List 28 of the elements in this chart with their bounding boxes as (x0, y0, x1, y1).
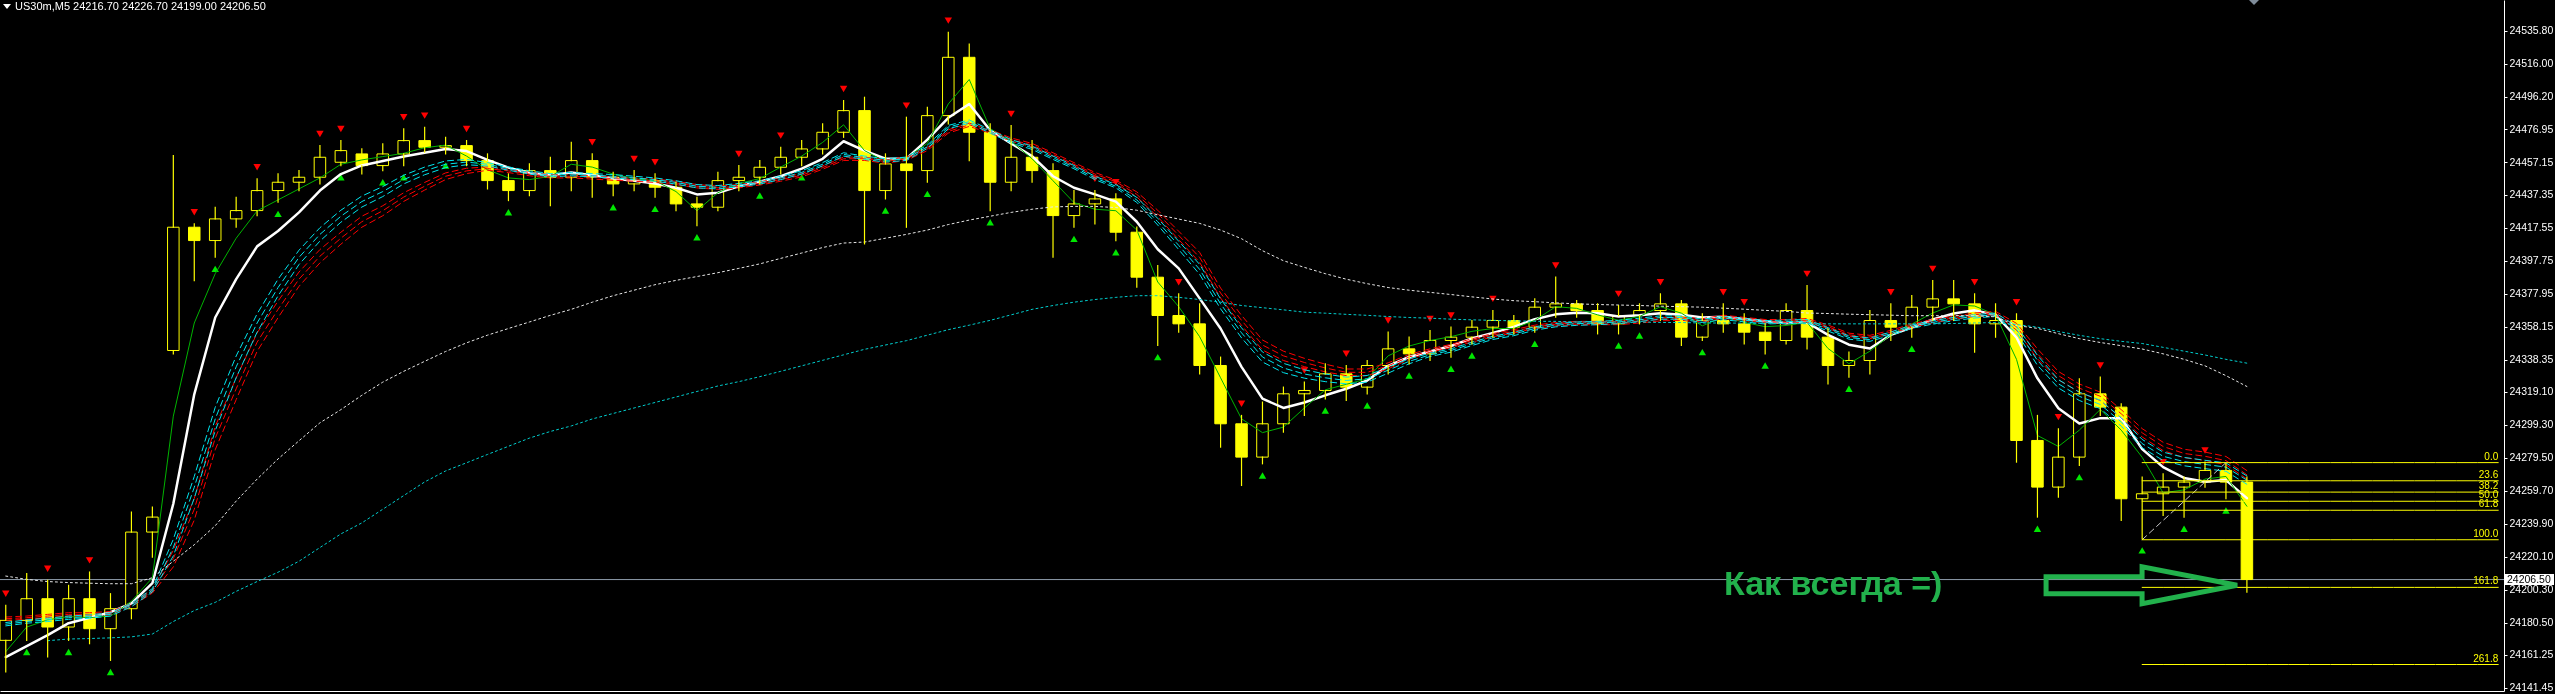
series-label: 38.2 (2478, 480, 2499, 492)
y-tick-label: 24535.80 (2509, 24, 2554, 37)
y-tick-label: 24161.25 (2509, 648, 2554, 661)
series-label: 261.8 (2473, 652, 2499, 664)
y-tick-label: 24377.95 (2509, 287, 2554, 300)
y-tick-label: 24180.50 (2509, 616, 2554, 629)
y-tick-label: 24417.55 (2509, 221, 2554, 234)
y-tick-label: 24358.15 (2509, 320, 2554, 333)
y-tick-label: 24319.10 (2509, 385, 2554, 398)
y-tick-label: 24516.00 (2509, 57, 2554, 70)
y-tick-label: 24437.35 (2509, 188, 2554, 201)
y-tick-label: 24476.95 (2509, 122, 2554, 135)
y-tick-label: 24338.35 (2509, 353, 2554, 366)
chart-title: US30m,M5 24216.70 24226.70 24199.00 24206.50 (15, 0, 266, 12)
y-tick-label: 24457.15 (2509, 155, 2554, 168)
y-tick-label: 24496.20 (2509, 90, 2554, 103)
y-tick-label: 24200.30 (2509, 583, 2554, 596)
ref-line-label: 24206.50 (2507, 572, 2551, 585)
y-tick-label: 24279.50 (2509, 451, 2554, 464)
series-label: 23.6 (2478, 468, 2499, 480)
series-label: 100.0 (2473, 527, 2499, 539)
y-tick-label: 24259.70 (2509, 484, 2554, 497)
series-label: 0.0 (2484, 450, 2499, 462)
y-tick-label: 24299.30 (2509, 418, 2554, 431)
y-tick-label: 24220.10 (2509, 550, 2554, 563)
y-tick-label: 24239.90 (2509, 517, 2554, 530)
y-tick-label: 24397.75 (2509, 254, 2554, 267)
y-tick-label: 24141.45 (2509, 681, 2554, 694)
